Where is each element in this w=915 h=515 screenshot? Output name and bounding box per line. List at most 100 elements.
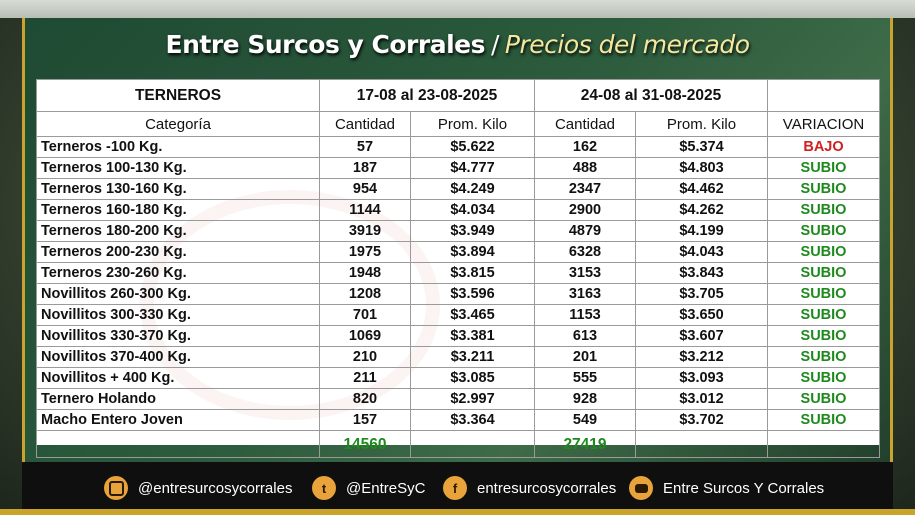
price2-cell: $4.199 [635, 220, 768, 242]
title-main: Entre Surcos y Corrales [165, 30, 486, 59]
variation-cell: SUBIO [767, 220, 880, 242]
empty-header-cell [767, 79, 880, 112]
qty1-cell: 187 [319, 157, 411, 179]
footer-gold-line [0, 509, 915, 515]
section-label: TERNEROS [36, 79, 320, 112]
qty2-cell: 3153 [534, 262, 636, 284]
totals-empty-cell [410, 430, 535, 458]
qty2-cell: 4879 [534, 220, 636, 242]
price1-cell: $4.034 [410, 199, 535, 221]
price1-cell: $5.622 [410, 136, 535, 158]
category-cell: Terneros 200-230 Kg. [36, 241, 320, 263]
qty2-cell: 549 [534, 409, 636, 431]
header-row-periods: TERNEROS 17-08 al 23-08-2025 24-08 al 31… [36, 79, 880, 112]
price1-cell: $3.949 [410, 220, 535, 242]
qty1-cell: 3919 [319, 220, 411, 242]
totals-empty-cell [635, 430, 768, 458]
price2-cell: $3.843 [635, 262, 768, 284]
total2-cell: 27419 [534, 430, 636, 458]
qty2-cell: 201 [534, 346, 636, 368]
totals-empty-cell [767, 430, 880, 458]
price2-cell: $4.262 [635, 199, 768, 221]
variation-cell: SUBIO [767, 241, 880, 263]
price1-cell: $3.815 [410, 262, 535, 284]
twitter-icon: t [312, 476, 336, 500]
qty1-cell: 1069 [319, 325, 411, 347]
price1-cell: $3.085 [410, 367, 535, 389]
category-cell: Novillitos 260-300 Kg. [36, 283, 320, 305]
totals-row: 14560 27419 [36, 430, 880, 458]
social-youtube[interactable]: Entre Surcos Y Corrales [629, 474, 824, 502]
qty2-cell: 555 [534, 367, 636, 389]
price2-cell: $5.374 [635, 136, 768, 158]
table-row: Novillitos 260-300 Kg. 1208 $3.596 3163 $3.7… [36, 283, 880, 305]
category-cell: Novillitos + 400 Kg. [36, 367, 320, 389]
price1-cell: $3.894 [410, 241, 535, 263]
instagram-icon [104, 476, 128, 500]
qty2-cell: 162 [534, 136, 636, 158]
category-cell: Novillitos 370-400 Kg. [36, 346, 320, 368]
qty1-cell: 954 [319, 178, 411, 200]
qty1-cell: 820 [319, 388, 411, 410]
price1-cell: $4.777 [410, 157, 535, 179]
table-row: Terneros 100-130 Kg. 187 $4.777 488 $4.803 SU… [36, 157, 880, 179]
table-row: Terneros 160-180 Kg. 1144 $4.034 2900 $4.262… [36, 199, 880, 221]
social-instagram[interactable]: @entresurcosycorrales [104, 474, 292, 502]
category-cell: Terneros 160-180 Kg. [36, 199, 320, 221]
table-row: Terneros -100 Kg. 57 $5.622 162 $5.374 BAJO [36, 136, 880, 158]
social-facebook[interactable]: f entresurcosycorrales [443, 474, 616, 502]
category-cell: Ternero Holando [36, 388, 320, 410]
social-twitter[interactable]: t @EntreSyC [312, 474, 425, 502]
col-category: Categoría [36, 111, 320, 137]
qty1-cell: 57 [319, 136, 411, 158]
table-row: Ternero Holando 820 $2.997 928 $3.012 SUBIO [36, 388, 880, 410]
variation-cell: SUBIO [767, 388, 880, 410]
youtube-icon [629, 476, 653, 500]
category-cell: Novillitos 330-370 Kg. [36, 325, 320, 347]
table-row: Terneros 180-200 Kg. 3919 $3.949 4879 $4.199… [36, 220, 880, 242]
instagram-handle: @entresurcosycorrales [138, 479, 293, 497]
variation-cell: SUBIO [767, 325, 880, 347]
variation-cell: SUBIO [767, 157, 880, 179]
variation-cell: SUBIO [767, 409, 880, 431]
qty2-cell: 488 [534, 157, 636, 179]
youtube-channel: Entre Surcos Y Corrales [663, 479, 825, 497]
qty1-cell: 1975 [319, 241, 411, 263]
qty1-cell: 210 [319, 346, 411, 368]
category-cell: Terneros -100 Kg. [36, 136, 320, 158]
qty1-cell: 157 [319, 409, 411, 431]
price2-cell: $4.803 [635, 157, 768, 179]
category-cell: Terneros 100-130 Kg. [36, 157, 320, 179]
variation-cell: SUBIO [767, 346, 880, 368]
price-table: TERNEROS 17-08 al 23-08-2025 24-08 al 31… [36, 79, 880, 458]
qty2-cell: 928 [534, 388, 636, 410]
price2-cell: $3.607 [635, 325, 768, 347]
table-row: Novillitos + 400 Kg. 211 $3.085 555 $3.093 SU… [36, 367, 880, 389]
variation-cell: SUBIO [767, 262, 880, 284]
price2-cell: $4.043 [635, 241, 768, 263]
variation-cell: BAJO [767, 136, 880, 158]
qty1-cell: 701 [319, 304, 411, 326]
price2-cell: $3.705 [635, 283, 768, 305]
facebook-handle: entresurcosycorrales [477, 479, 617, 497]
totals-empty-cell [36, 430, 320, 458]
category-cell: Terneros 180-200 Kg. [36, 220, 320, 242]
header-row-columns: Categoría Cantidad Prom. Kilo Cantidad P… [36, 111, 880, 137]
col-price1: Prom. Kilo [410, 111, 535, 137]
qty2-cell: 613 [534, 325, 636, 347]
twitter-handle: @EntreSyC [346, 479, 426, 497]
qty1-cell: 211 [319, 367, 411, 389]
qty2-cell: 2900 [534, 199, 636, 221]
period1-label: 17-08 al 23-08-2025 [319, 79, 535, 112]
price2-cell: $3.702 [635, 409, 768, 431]
category-cell: Novillitos 300-330 Kg. [36, 304, 320, 326]
variation-cell: SUBIO [767, 178, 880, 200]
table-row: Macho Entero Joven 157 $3.364 549 $3.702 SUBI… [36, 409, 880, 431]
price1-cell: $3.596 [410, 283, 535, 305]
price2-cell: $3.012 [635, 388, 768, 410]
price2-cell: $4.462 [635, 178, 768, 200]
title-subtitle: Precios del mercado [504, 30, 750, 59]
category-cell: Terneros 130-160 Kg. [36, 178, 320, 200]
page-title: Entre Surcos y Corrales / Precios del merc… [22, 30, 893, 59]
col-variation: VARIACION [767, 111, 880, 137]
